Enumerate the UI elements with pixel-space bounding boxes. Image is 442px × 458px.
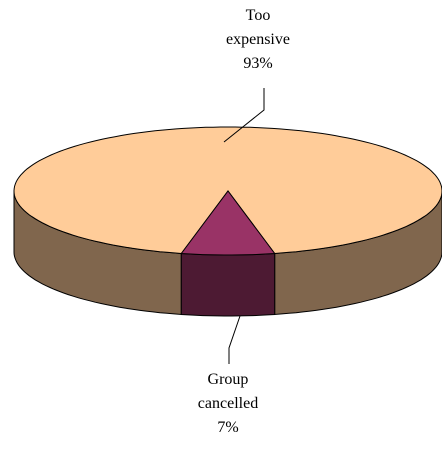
slice-side <box>180 252 276 317</box>
slice-label: Group cancelled 7% <box>178 368 278 440</box>
slice-label: Too expensive 93% <box>208 4 308 76</box>
slice <box>180 190 276 256</box>
slice-value: 93% <box>243 55 273 72</box>
slice-name: Too expensive <box>226 7 290 48</box>
leader-line <box>228 315 241 364</box>
slice-name: Group cancelled <box>197 371 259 412</box>
leader-line <box>223 88 265 143</box>
slice-value: 7% <box>217 419 239 436</box>
